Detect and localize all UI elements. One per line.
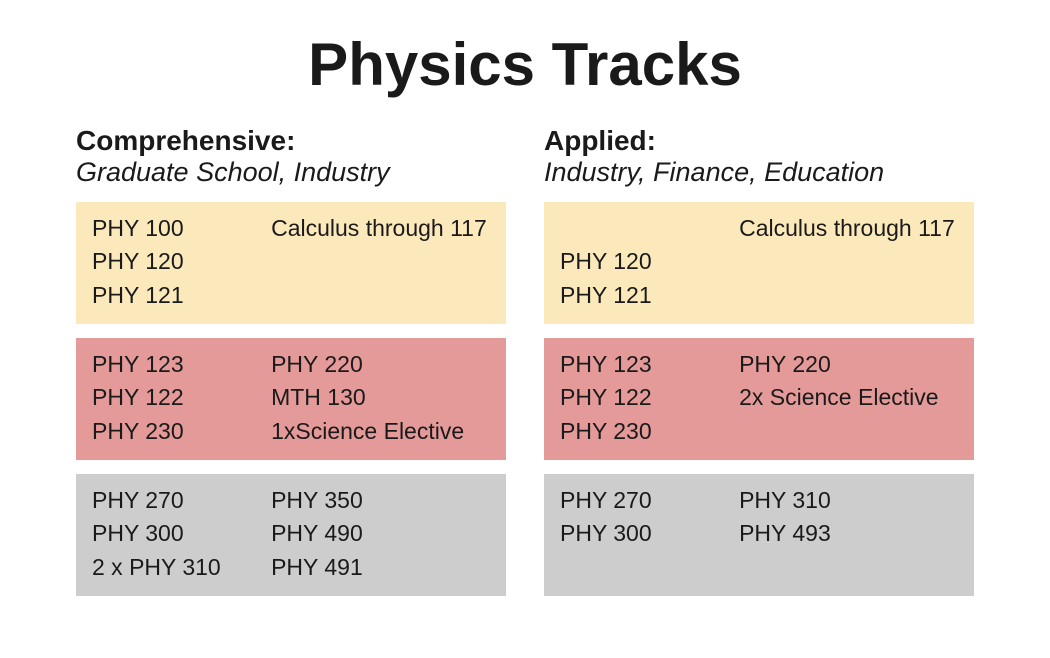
course-item: [271, 279, 490, 312]
course-item: PHY 350: [271, 484, 490, 517]
course-item: PHY 120: [92, 245, 271, 278]
course-block-right-col: Calculus through 117: [739, 212, 958, 312]
course-item: PHY 300: [560, 517, 739, 550]
course-item: MTH 130: [271, 381, 490, 414]
course-item: PHY 120: [560, 245, 739, 278]
course-item: PHY 270: [92, 484, 271, 517]
course-block: PHY 120PHY 121Calculus through 117: [544, 202, 974, 324]
course-item: PHY 491: [271, 551, 490, 584]
course-item: [739, 279, 958, 312]
course-block-right-col: PHY 310PHY 493: [739, 484, 958, 584]
course-item: PHY 300: [92, 517, 271, 550]
course-item: PHY 121: [92, 279, 271, 312]
course-item: 2 x PHY 310: [92, 551, 271, 584]
track-subtitle: Graduate School, Industry: [76, 157, 506, 188]
course-item: PHY 122: [560, 381, 739, 414]
course-block-left-col: PHY 100PHY 120PHY 121: [92, 212, 271, 312]
course-item: PHY 220: [739, 348, 958, 381]
course-block-left-col: PHY 123PHY 122PHY 230: [92, 348, 271, 448]
track-subtitle: Industry, Finance, Education: [544, 157, 974, 188]
course-item: PHY 123: [92, 348, 271, 381]
course-item: PHY 270: [560, 484, 739, 517]
course-item: [739, 551, 958, 584]
course-block: PHY 270PHY 3002 x PHY 310PHY 350PHY 490P…: [76, 474, 506, 596]
course-item: PHY 100: [92, 212, 271, 245]
course-item: PHY 310: [739, 484, 958, 517]
course-block: PHY 100PHY 120PHY 121Calculus through 11…: [76, 202, 506, 324]
course-item: PHY 493: [739, 517, 958, 550]
course-block-left-col: PHY 270PHY 300: [560, 484, 739, 584]
course-item: PHY 230: [560, 415, 739, 448]
course-item: PHY 121: [560, 279, 739, 312]
track: Applied:Industry, Finance, Education PHY…: [544, 125, 974, 610]
track: Comprehensive:Graduate School, Industry P…: [76, 125, 506, 610]
course-item: [560, 212, 739, 245]
course-block-right-col: Calculus through 117: [271, 212, 490, 312]
course-item: PHY 220: [271, 348, 490, 381]
course-block-right-col: PHY 220MTH 1301xScience Elective: [271, 348, 490, 448]
course-item: PHY 490: [271, 517, 490, 550]
course-block: PHY 123PHY 122PHY 230PHY 220MTH 1301xSci…: [76, 338, 506, 460]
course-item: [560, 551, 739, 584]
course-item: [739, 415, 958, 448]
course-block: PHY 270PHY 300 PHY 310PHY 493: [544, 474, 974, 596]
page-title: Physics Tracks: [76, 30, 974, 99]
tracks-container: Comprehensive:Graduate School, Industry P…: [76, 125, 974, 610]
course-block: PHY 123PHY 122PHY 230PHY 2202x Science E…: [544, 338, 974, 460]
course-item: Calculus through 117: [739, 212, 958, 245]
course-block-left-col: PHY 270PHY 3002 x PHY 310: [92, 484, 271, 584]
track-name: Comprehensive:: [76, 125, 506, 157]
course-block-right-col: PHY 350PHY 490PHY 491: [271, 484, 490, 584]
course-block-left-col: PHY 120PHY 121: [560, 212, 739, 312]
course-item: [271, 245, 490, 278]
course-item: Calculus through 117: [271, 212, 490, 245]
course-item: 2x Science Elective: [739, 381, 958, 414]
course-item: PHY 230: [92, 415, 271, 448]
course-item: [739, 245, 958, 278]
course-item: PHY 123: [560, 348, 739, 381]
course-item: PHY 122: [92, 381, 271, 414]
course-item: 1xScience Elective: [271, 415, 490, 448]
track-name: Applied:: [544, 125, 974, 157]
course-block-right-col: PHY 2202x Science Elective: [739, 348, 958, 448]
course-block-left-col: PHY 123PHY 122PHY 230: [560, 348, 739, 448]
